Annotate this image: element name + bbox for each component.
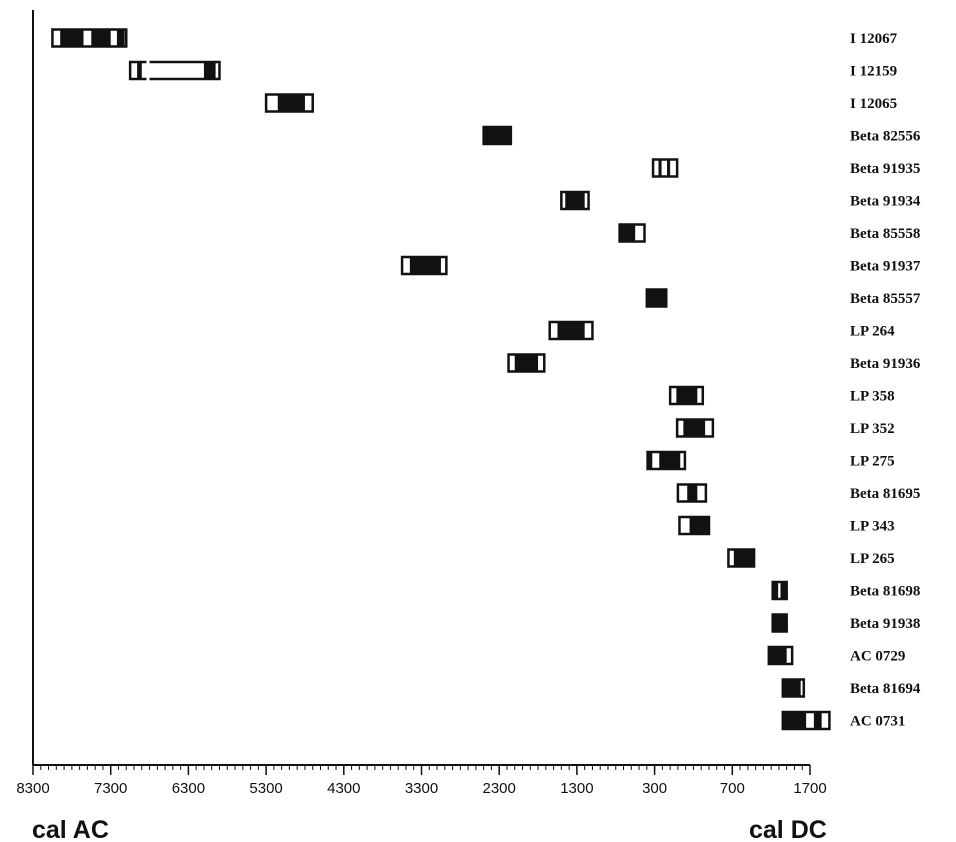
sample-bar xyxy=(675,418,715,438)
sample-bar xyxy=(767,645,794,666)
range-outline xyxy=(128,60,221,81)
range-dark-segment xyxy=(619,224,636,242)
x-tick-label: 7300 xyxy=(94,780,127,797)
sample-label: I 12159 xyxy=(850,64,897,80)
x-tick-label: 4300 xyxy=(327,780,360,797)
x-tick-label: 2300 xyxy=(483,780,516,797)
sample-label: Beta 91937 xyxy=(850,259,921,275)
sample-label: Beta 82556 xyxy=(850,129,921,145)
sample-bar xyxy=(548,320,594,341)
range-dark-segment xyxy=(409,257,441,274)
sample-label: Beta 91936 xyxy=(850,356,921,372)
range-dark-segment xyxy=(565,192,585,209)
sample-bar xyxy=(400,255,448,276)
range-dark-segment xyxy=(557,322,585,339)
sample-bar xyxy=(264,93,314,113)
sample-label: Beta 85558 xyxy=(850,226,920,242)
range-dark-segment xyxy=(772,582,779,599)
sample-bar xyxy=(645,288,668,308)
sample-label: Beta 91935 xyxy=(850,161,920,177)
sample-labels: I 12067 I 12159 I 12065 Beta 82556 Beta 9193… xyxy=(850,31,921,730)
range-dark-segment xyxy=(116,29,125,47)
range-dark-segment xyxy=(277,94,305,112)
sample-bar xyxy=(781,710,831,731)
sample-label: LP 265 xyxy=(850,551,895,567)
sample-bar xyxy=(668,385,705,406)
x-tick-label: 8300 xyxy=(16,780,49,797)
sample-label: AC 0731 xyxy=(850,714,905,730)
range-dark-segment xyxy=(60,29,84,47)
range-dark-segment xyxy=(772,614,787,632)
sample-bar xyxy=(646,450,687,471)
sample-label: LP 264 xyxy=(850,324,895,340)
sample-label: Beta 81695 xyxy=(850,486,920,502)
x-tick-label: 6300 xyxy=(172,780,205,797)
sample-bar xyxy=(560,190,590,211)
x-tick-label: 300 xyxy=(642,780,667,797)
range-outline xyxy=(651,158,679,178)
sample-bar xyxy=(771,613,788,633)
range-dark-segment xyxy=(646,289,667,307)
range-dark-segment xyxy=(689,517,709,534)
x-tick-label: 700 xyxy=(720,780,745,797)
sample-bar xyxy=(482,125,513,146)
x-axis-ticks: 8300 7300 6300 5300 4300 3300 2300 1300 300 700 17… xyxy=(16,765,827,797)
sample-label: Beta 85557 xyxy=(850,291,921,307)
range-dark-segment xyxy=(683,419,706,437)
sample-bar xyxy=(676,483,708,503)
range-dark-segment xyxy=(687,484,698,502)
range-dark-segment xyxy=(676,387,698,404)
range-dark-segment xyxy=(659,452,681,469)
sample-label: Beta 91938 xyxy=(850,616,920,632)
range-dark-segment xyxy=(780,582,787,599)
range-dark-segment xyxy=(782,712,807,729)
range-dark-segment xyxy=(137,62,142,79)
sample-bar xyxy=(651,158,679,178)
sample-bar xyxy=(678,515,711,536)
sample-label: LP 343 xyxy=(850,519,895,535)
range-gap xyxy=(146,60,150,81)
sample-label: I 12067 xyxy=(850,31,898,47)
sample-label: LP 275 xyxy=(850,454,895,470)
x-tick-label: 3300 xyxy=(405,780,438,797)
sample-bar xyxy=(618,223,646,243)
range-dark-segment xyxy=(733,549,755,567)
sample-label: AC 0729 xyxy=(850,649,905,665)
sample-bar xyxy=(781,678,806,698)
plot-area xyxy=(32,10,831,766)
sample-label: LP 358 xyxy=(850,389,895,405)
range-dark-segment xyxy=(91,29,111,47)
range-dark-segment xyxy=(203,62,216,79)
sample-bar xyxy=(771,580,788,601)
range-dark-segment xyxy=(782,679,801,697)
sample-label: Beta 81694 xyxy=(850,681,921,697)
sample-bar xyxy=(507,353,546,373)
sample-label: I 12065 xyxy=(850,96,897,112)
sample-label: Beta 81698 xyxy=(850,584,920,600)
x-axis-label-right: cal DC xyxy=(749,816,827,842)
range-dark-segment xyxy=(483,127,511,144)
x-tick-label: 5300 xyxy=(249,780,282,797)
sample-label: LP 352 xyxy=(850,421,895,437)
sample-bar xyxy=(727,548,756,568)
x-axis-label-left: cal AC xyxy=(32,816,109,842)
x-tick-label: 1300 xyxy=(560,780,593,797)
range-dark-segment xyxy=(768,647,787,664)
range-dark-segment xyxy=(647,452,653,469)
range-dark-segment xyxy=(514,354,539,372)
sample-bar xyxy=(128,60,221,81)
range-dark-segment xyxy=(667,159,671,177)
range-dark-segment xyxy=(813,712,822,729)
sample-bar xyxy=(51,28,128,48)
x-tick-label: 1700 xyxy=(793,780,826,797)
range-dark-segment xyxy=(658,159,662,177)
sample-label: Beta 91934 xyxy=(850,194,921,210)
